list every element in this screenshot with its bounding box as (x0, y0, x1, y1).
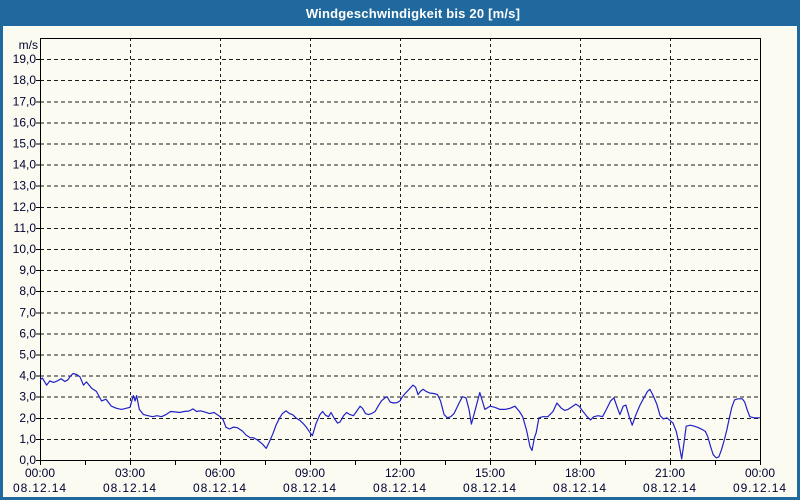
title-bar: Windgeschwindigkeit bis 20 [m/s] (0, 0, 800, 26)
svg-text:00:00: 00:00 (25, 466, 55, 480)
svg-text:06:00: 06:00 (205, 466, 235, 480)
svg-text:00:00: 00:00 (745, 466, 775, 480)
svg-text:16,0: 16,0 (13, 115, 37, 129)
svg-text:13,0: 13,0 (13, 179, 37, 193)
svg-text:08.12.14: 08.12.14 (13, 481, 67, 495)
svg-text:19,0: 19,0 (13, 52, 37, 66)
x-axis-labels: 00:0008.12.1403:0008.12.1406:0008.12.140… (13, 466, 787, 495)
svg-text:12:00: 12:00 (385, 466, 415, 480)
svg-text:9,0: 9,0 (19, 263, 36, 277)
svg-text:m/s: m/s (19, 38, 38, 52)
svg-text:08.12.14: 08.12.14 (373, 481, 427, 495)
series-windgeschwindigkeit (40, 372, 760, 460)
svg-text:14,0: 14,0 (13, 158, 37, 172)
svg-text:2,0: 2,0 (19, 411, 36, 425)
svg-text:15,0: 15,0 (13, 137, 37, 151)
gridlines (40, 38, 760, 460)
svg-text:09.12.14: 09.12.14 (733, 481, 787, 495)
svg-text:6,0: 6,0 (19, 326, 36, 340)
svg-text:12,0: 12,0 (13, 200, 37, 214)
svg-text:0,0: 0,0 (19, 453, 36, 467)
svg-text:08.12.14: 08.12.14 (553, 481, 607, 495)
svg-text:18:00: 18:00 (565, 466, 595, 480)
svg-text:08.12.14: 08.12.14 (643, 481, 697, 495)
svg-text:11,0: 11,0 (14, 221, 37, 235)
svg-text:03:00: 03:00 (115, 466, 145, 480)
svg-text:10,0: 10,0 (13, 242, 37, 256)
svg-text:4,0: 4,0 (19, 369, 36, 383)
svg-text:8,0: 8,0 (19, 284, 36, 298)
y-axis-unit-label: m/s (19, 38, 38, 52)
axes-frame (36, 38, 761, 465)
svg-text:3,0: 3,0 (19, 390, 36, 404)
svg-text:08.12.14: 08.12.14 (283, 481, 337, 495)
svg-text:08.12.14: 08.12.14 (193, 481, 247, 495)
svg-text:08.12.14: 08.12.14 (463, 481, 517, 495)
svg-text:21:00: 21:00 (655, 466, 685, 480)
svg-text:18,0: 18,0 (13, 73, 37, 87)
svg-text:7,0: 7,0 (19, 305, 36, 319)
y-axis-labels: 0,0 1,0 2,0 3,0 4,0 5,0 6,0 7,0 8,0 9,0 10,0 11,0 12… (13, 52, 37, 467)
svg-text:1,0: 1,0 (19, 432, 36, 446)
svg-text:09:00: 09:00 (295, 466, 325, 480)
svg-text:17,0: 17,0 (13, 94, 37, 108)
chart-title: Windgeschwindigkeit bis 20 [m/s] (305, 5, 521, 21)
svg-text:08.12.14: 08.12.14 (103, 481, 157, 495)
svg-text:15:00: 15:00 (475, 466, 505, 480)
svg-text:5,0: 5,0 (19, 348, 36, 362)
